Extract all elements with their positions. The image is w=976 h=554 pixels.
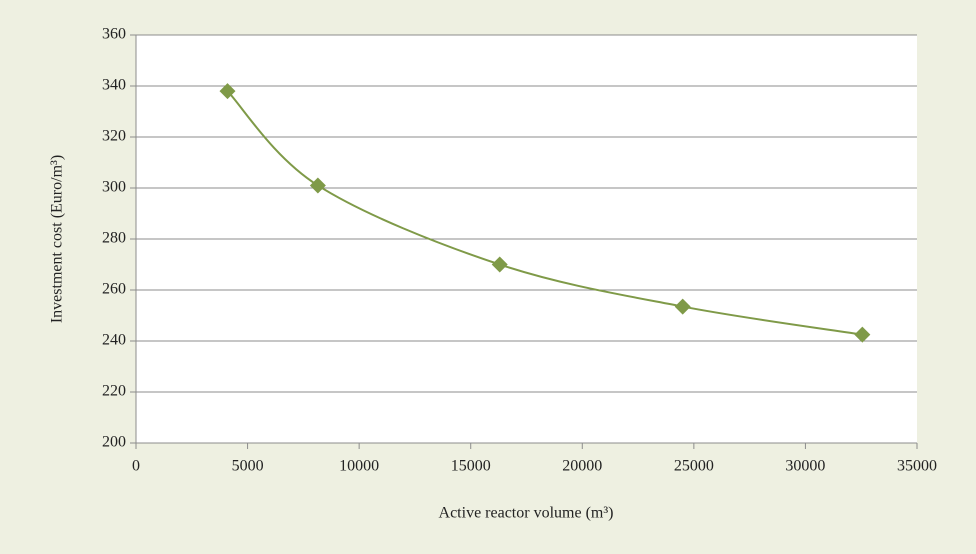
x-tick-label: 35000 xyxy=(897,458,937,475)
y-tick-label: 240 xyxy=(102,332,126,349)
y-tick-label: 300 xyxy=(102,179,126,196)
y-axis-title: Investment cost (Euro/m³) xyxy=(49,155,66,323)
y-tick-label: 360 xyxy=(102,26,126,43)
marker xyxy=(674,298,691,315)
y-tick-label: 340 xyxy=(102,77,126,94)
y-tick-label: 220 xyxy=(102,383,126,400)
x-axis-title: Active reactor volume (m³) xyxy=(439,505,614,522)
x-tick-label: 25000 xyxy=(674,458,714,475)
x-tick-label: 20000 xyxy=(562,458,602,475)
x-tick-label: 5000 xyxy=(232,458,264,475)
marker xyxy=(854,326,871,343)
x-tick-label: 10000 xyxy=(339,458,379,475)
marker xyxy=(491,256,508,273)
y-tick-label: 260 xyxy=(102,281,126,298)
x-tick-label: 0 xyxy=(132,458,140,475)
x-tick-label: 30000 xyxy=(785,458,825,475)
y-tick-label: 200 xyxy=(102,434,126,451)
y-tick-label: 280 xyxy=(102,230,126,247)
marker xyxy=(219,83,236,100)
marker xyxy=(309,177,326,194)
y-tick-label: 320 xyxy=(102,128,126,145)
x-tick-label: 15000 xyxy=(451,458,491,475)
